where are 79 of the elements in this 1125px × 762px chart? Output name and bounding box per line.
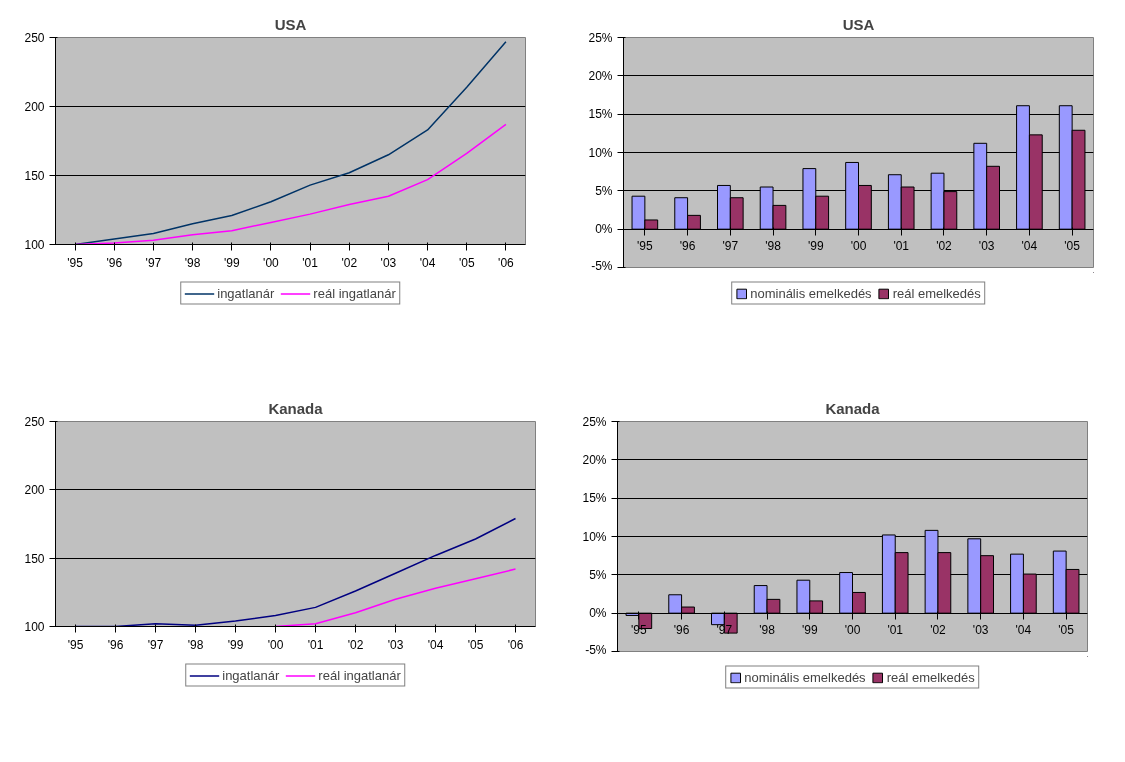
y-tick-label: 25% — [588, 30, 613, 45]
x-tick-label: '03 — [972, 623, 989, 638]
x-tick-label: '03 — [380, 255, 397, 270]
x-tick-label: '06 — [507, 637, 524, 652]
y-tick-label: 10% — [588, 145, 613, 160]
chart-title: USA — [842, 15, 875, 33]
x-tick-label: '04 — [419, 255, 436, 270]
x-tick-label: '95 — [67, 637, 84, 652]
x-tick-label: '99 — [807, 239, 824, 254]
y-tick-label: 20% — [588, 68, 613, 83]
x-tick-label: '99 — [227, 637, 244, 652]
x-tick-label: '00 — [850, 239, 867, 254]
x-tick-label: '05 — [467, 637, 484, 652]
x-tick-label: '05 — [458, 255, 475, 270]
x-tick-label: '99 — [801, 623, 818, 638]
y-tick-label: 15% — [582, 491, 607, 506]
y-tick-label: 5% — [595, 183, 613, 198]
x-tick-label: '02 — [930, 623, 947, 638]
line-series — [74, 40, 507, 245]
x-tick-label: '96 — [106, 255, 123, 270]
y-tick-label: 0% — [589, 606, 607, 621]
x-tick-label: '04 — [1021, 239, 1038, 254]
chart-title: USA — [274, 15, 307, 33]
x-tick-label: '00 — [263, 255, 280, 270]
x-tick-label: '04 — [427, 637, 444, 652]
x-tick-label: '03 — [978, 239, 995, 254]
y-tick-label: -5% — [585, 642, 607, 657]
x-tick-label: '05 — [1064, 239, 1081, 254]
legend-label: ingatlanár — [217, 285, 275, 301]
x-tick-label: '01 — [302, 255, 319, 270]
x-tick-label: '01 — [307, 637, 324, 652]
chart-title: Kanada — [268, 399, 324, 417]
y-tick-label: 15% — [588, 107, 613, 122]
y-tick-label: -5% — [591, 258, 613, 273]
x-tick-label: '04 — [1015, 623, 1032, 638]
x-tick-label: '95 — [637, 239, 654, 254]
y-tick-label: 250 — [24, 415, 45, 429]
chart-title: Kanada — [825, 399, 881, 417]
y-tick-label: 150 — [24, 169, 45, 183]
x-tick-label: '97 — [147, 637, 164, 652]
y-tick-label: 20% — [582, 452, 607, 467]
x-tick-label: '99 — [223, 255, 240, 270]
x-tick-label: '96 — [673, 623, 690, 638]
x-tick-label: '97 — [145, 255, 162, 270]
y-tick-label: 25% — [582, 414, 607, 429]
y-tick-label: 150 — [24, 551, 45, 566]
y-tick-label: 200 — [24, 100, 45, 114]
y-tick-label: 10% — [582, 529, 607, 544]
y-tick-label: 5% — [589, 567, 607, 582]
y-tick-label: 100 — [24, 238, 45, 252]
x-tick-label: '98 — [187, 637, 204, 652]
x-tick-label: '98 — [765, 239, 782, 254]
legend-label: reál emelkedés — [886, 669, 975, 685]
x-tick-label: '01 — [887, 623, 904, 638]
x-tick-label: '06 — [498, 255, 515, 270]
x-tick-label: '00 — [267, 637, 284, 652]
x-tick-label: '98 — [184, 255, 201, 270]
x-tick-label: '00 — [844, 623, 861, 638]
legend-label: reál ingatlanár — [318, 667, 401, 683]
x-tick-label: '96 — [679, 239, 696, 254]
x-tick-label: '97 — [722, 239, 739, 254]
x-tick-label: '03 — [387, 637, 404, 652]
legend-label: ingatlanár — [222, 667, 280, 683]
x-tick-label: '02 — [347, 637, 364, 652]
x-tick-label: '95 — [67, 255, 84, 270]
x-tick-label: '98 — [759, 623, 776, 638]
x-tick-label: '96 — [107, 637, 124, 652]
y-tick-label: 0% — [595, 222, 613, 237]
x-tick-label: '05 — [1058, 623, 1075, 638]
legend-label: nominális emelkedés — [750, 285, 872, 301]
x-tick-label: '02 — [341, 255, 358, 270]
legend-label: reál ingatlanár — [313, 285, 396, 301]
x-tick-label: '01 — [893, 239, 910, 254]
y-tick-label: 200 — [24, 483, 45, 498]
y-tick-label: 250 — [24, 31, 45, 45]
legend-label: nominális emelkedés — [744, 669, 866, 685]
legend-label: reál emelkedés — [892, 285, 981, 301]
x-tick-label: '02 — [936, 239, 953, 254]
y-tick-label: 100 — [24, 620, 45, 634]
